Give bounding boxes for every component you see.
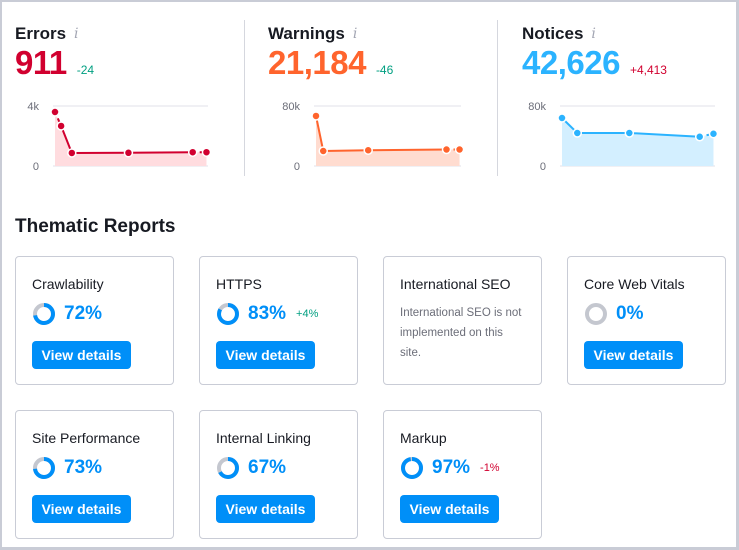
report-card-site-performance: Site Performance 73% View details <box>15 410 174 539</box>
card-title[interactable]: International SEO <box>400 276 511 292</box>
report-card-international-seo: International SEO International SEO is no… <box>383 256 542 385</box>
metric-title: Notices <box>522 24 584 43</box>
trend-chart: 4k 0 <box>27 101 212 173</box>
view-details-button[interactable]: View details <box>32 495 131 523</box>
y-tick-label: 80k <box>528 101 546 113</box>
data-point <box>363 145 373 155</box>
metric-notices: Notices i 42,626 +4,413 80k 0 <box>522 18 732 178</box>
metric-value[interactable]: 42,626 <box>522 44 620 81</box>
score-delta: +4% <box>296 308 319 320</box>
view-details-button[interactable]: View details <box>216 495 315 523</box>
score-ring-icon <box>33 457 55 479</box>
metric-delta: +4,413 <box>629 63 667 77</box>
card-title[interactable]: Crawlability <box>32 276 104 292</box>
series-line <box>60 125 73 154</box>
data-point <box>454 144 465 155</box>
series-line <box>315 115 325 152</box>
report-card-markup: Markup 97% -1% View details <box>383 410 542 539</box>
data-point <box>557 113 567 123</box>
card-title[interactable]: Core Web Vitals <box>584 276 685 292</box>
data-point <box>50 107 60 117</box>
view-details-button[interactable]: View details <box>216 341 315 369</box>
data-point <box>67 148 77 158</box>
metric-title: Warnings <box>268 24 345 43</box>
series-line <box>368 148 447 152</box>
data-point <box>694 132 705 142</box>
info-icon[interactable]: i <box>74 26 79 42</box>
score-value: 0% <box>616 303 644 324</box>
card-title[interactable]: Internal Linking <box>216 430 311 446</box>
score-value: 83% <box>248 303 287 324</box>
score-delta: -1% <box>480 462 500 474</box>
score-ring-icon <box>217 303 239 325</box>
score-value: 67% <box>248 457 287 478</box>
report-card-internal-linking: Internal Linking 67% View details <box>199 410 358 539</box>
divider <box>244 20 245 176</box>
score-value: 73% <box>64 457 103 478</box>
trend-chart: 80k 0 <box>528 101 719 173</box>
report-card-core-web-vitals: Core Web Vitals 0% View details <box>567 256 726 385</box>
score-value: 97% <box>432 457 471 478</box>
view-details-button[interactable]: View details <box>32 341 131 369</box>
data-point <box>441 144 452 155</box>
metric-errors: Errors i 911 -24 4k 0 <box>15 18 225 178</box>
y-tick-label: 0 <box>540 161 546 173</box>
card-title[interactable]: Site Performance <box>32 430 141 446</box>
card-title[interactable]: HTTPS <box>216 276 262 292</box>
data-point <box>311 111 321 121</box>
data-point <box>318 146 328 156</box>
score-ring-icon <box>401 457 423 479</box>
trend-chart: 80k 0 <box>282 101 465 173</box>
metric-value[interactable]: 911 <box>15 44 67 81</box>
series-line <box>128 151 193 154</box>
card-title[interactable]: Markup <box>400 430 447 446</box>
metric-delta: -24 <box>76 63 95 77</box>
data-point <box>572 128 583 138</box>
y-tick-label: 4k <box>27 101 39 113</box>
section-title: Thematic Reports <box>15 216 176 237</box>
series-line <box>323 149 369 152</box>
metric-delta: -46 <box>375 63 394 77</box>
view-details-button[interactable]: View details <box>584 341 683 369</box>
view-details-button[interactable]: View details <box>400 495 499 523</box>
report-card-https: HTTPS 83% +4% View details <box>199 256 358 385</box>
data-point <box>56 121 66 131</box>
area-fill <box>562 118 714 166</box>
y-tick-label: 80k <box>282 101 300 113</box>
metric-value[interactable]: 21,184 <box>268 44 366 81</box>
score-ring-icon <box>33 303 55 325</box>
y-tick-label: 0 <box>294 161 300 173</box>
data-point <box>123 148 134 158</box>
info-icon[interactable]: i <box>591 26 596 42</box>
card-note: International SEO is not implemented on … <box>400 307 522 359</box>
info-icon[interactable]: i <box>352 26 358 42</box>
data-point <box>708 129 719 139</box>
score-ring-icon <box>217 457 239 479</box>
divider <box>497 20 498 176</box>
report-card-crawlability: Crawlability 72% View details <box>15 256 174 385</box>
metric-warnings: Warnings i 21,184 -46 80k 0 <box>268 18 478 178</box>
score-ring-icon <box>585 303 607 325</box>
y-tick-label: 0 <box>33 161 39 173</box>
area-fill <box>55 112 207 166</box>
data-point <box>187 147 198 157</box>
area-fill <box>316 115 460 166</box>
data-point <box>624 128 635 138</box>
data-point <box>201 147 212 157</box>
series-line <box>629 132 700 138</box>
metric-title: Errors <box>15 24 67 43</box>
score-value: 72% <box>64 303 103 324</box>
